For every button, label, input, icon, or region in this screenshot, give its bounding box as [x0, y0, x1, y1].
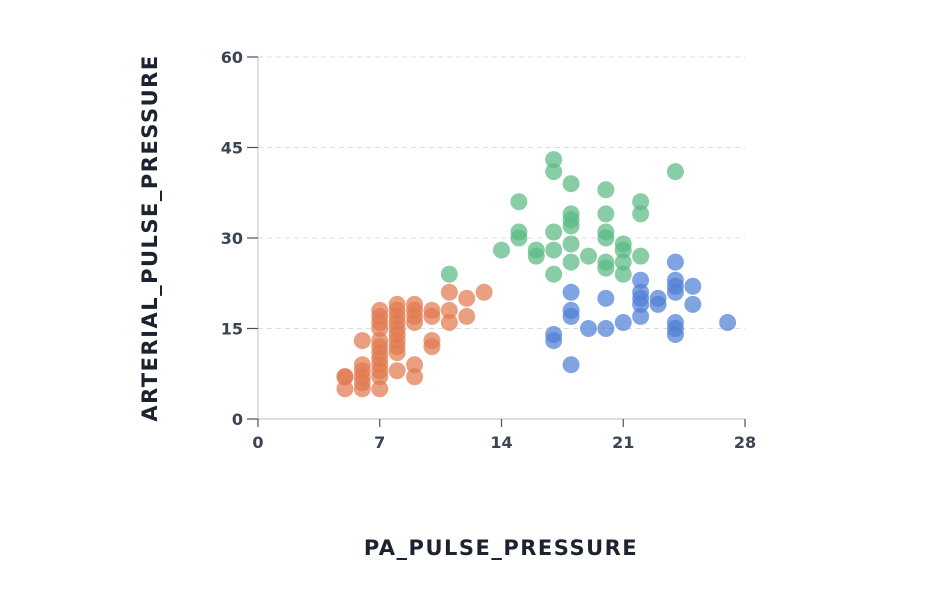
data-point-series1-40	[423, 301, 441, 319]
data-point-series2-6	[527, 241, 545, 259]
data-point-series3-4	[562, 301, 580, 319]
data-point-series1-20	[371, 301, 389, 319]
data-point-series3-6	[579, 320, 597, 337]
data-point-series2-26	[614, 253, 632, 271]
data-point-series2-0	[440, 265, 458, 283]
data-point-series1-41	[440, 313, 458, 331]
data-point-series1-30	[388, 295, 406, 313]
data-point-series2-3	[510, 223, 528, 241]
data-point-series2-22	[597, 223, 615, 241]
x-tick-label-21: 21	[612, 433, 634, 452]
data-point-series2-20	[597, 253, 615, 271]
data-point-series3-5	[562, 283, 580, 301]
data-point-series3-14	[632, 271, 650, 289]
y-axis-title: ARTERIAL_PULSE_PRESSURE	[138, 54, 162, 421]
data-point-series3-9	[614, 313, 632, 331]
data-point-series3-19	[666, 313, 684, 331]
data-point-series2-31	[632, 193, 650, 211]
y-tick-label-30: 30	[221, 229, 243, 248]
x-axis-title: PA_PULSE_PRESSURE	[364, 536, 638, 560]
data-point-series1-31	[406, 368, 424, 386]
grid-lines	[258, 56, 745, 329]
data-point-series2-25	[614, 265, 632, 283]
data-point-series3-22	[666, 271, 684, 289]
data-point-series3-26	[719, 313, 737, 331]
data-point-series2-18	[579, 247, 597, 265]
data-point-series1-21	[388, 362, 406, 380]
data-point-series2-23	[597, 205, 615, 223]
data-point-series1-32	[406, 356, 424, 374]
y-tick-label-15: 15	[221, 320, 243, 339]
data-point-series1-9	[371, 380, 389, 398]
data-point-series2-29	[632, 247, 650, 265]
data-point-series3-1	[545, 326, 563, 344]
data-point-series1-38	[423, 332, 441, 350]
x-tick-label-0: 0	[252, 433, 263, 452]
x-tick-label-28: 28	[734, 433, 756, 452]
data-point-series2-1	[493, 241, 510, 259]
data-point-series2-8	[545, 241, 563, 259]
data-point-series1-45	[458, 289, 476, 307]
axes	[247, 56, 746, 427]
tick-labels: 0 15 30 45 60 0 7 14 21 28	[221, 48, 756, 452]
data-points	[336, 151, 737, 398]
y-tick-label-0: 0	[232, 410, 243, 429]
data-point-series2-32	[666, 163, 684, 181]
data-point-series3-7	[597, 320, 615, 337]
data-point-series1-2	[336, 368, 354, 386]
data-point-series2-30	[632, 205, 650, 223]
data-point-series2-9	[545, 223, 563, 241]
data-point-series1-44	[458, 307, 476, 325]
data-point-series2-11	[545, 151, 563, 169]
data-point-series1-43	[440, 283, 458, 301]
y-tick-label-60: 60	[221, 48, 243, 67]
data-point-series3-2	[562, 356, 580, 374]
data-point-series3-16	[649, 289, 667, 307]
data-point-series3-13	[632, 283, 650, 301]
data-point-series1-36	[406, 295, 424, 313]
data-point-series3-23	[666, 253, 684, 271]
data-point-series2-16	[562, 205, 580, 223]
data-point-series3-8	[597, 289, 615, 307]
data-point-series2-4	[510, 193, 528, 211]
data-point-series1-7	[353, 356, 371, 374]
data-point-series1-16	[371, 332, 389, 350]
data-point-series2-17	[562, 175, 580, 193]
data-point-series1-42	[440, 301, 458, 319]
data-point-series1-46	[475, 283, 493, 301]
data-point-series2-28	[614, 235, 632, 253]
x-tick-label-14: 14	[490, 433, 512, 452]
data-point-series2-7	[545, 265, 563, 283]
data-point-series2-24	[597, 181, 615, 199]
data-point-series2-10	[545, 163, 563, 181]
data-point-series3-24	[684, 295, 702, 313]
data-point-series3-10	[632, 307, 650, 325]
y-tick-label-45: 45	[221, 139, 243, 158]
data-point-series3-25	[684, 277, 702, 295]
x-tick-label-7: 7	[374, 433, 385, 452]
data-point-series2-12	[562, 253, 580, 271]
data-point-series1-8	[353, 332, 371, 350]
data-point-series2-13	[562, 235, 580, 253]
data-point-series1-0	[336, 380, 354, 398]
